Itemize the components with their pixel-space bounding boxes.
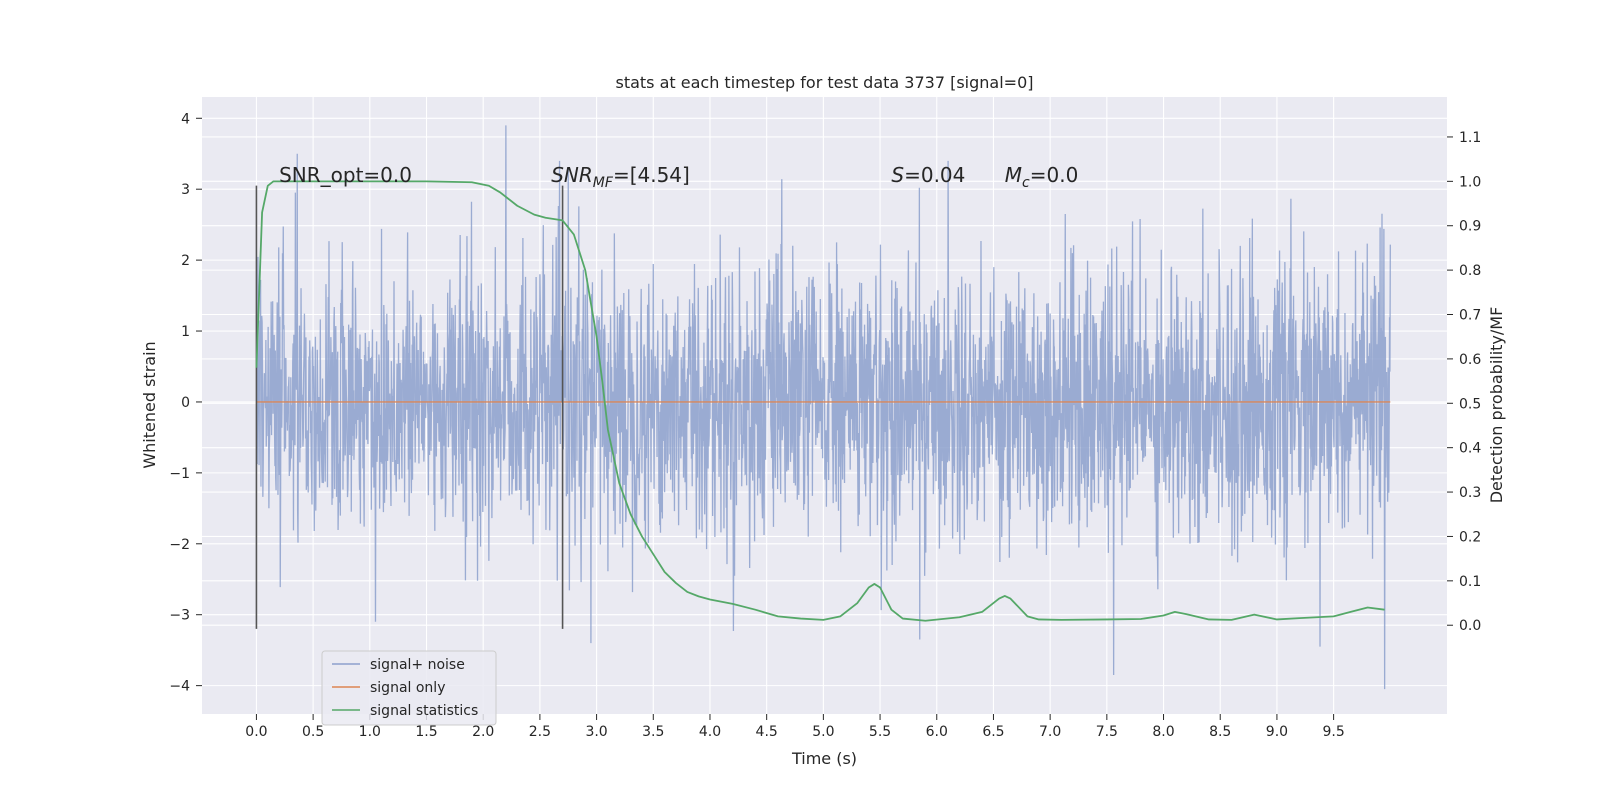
right-y-tick-label: 0.5 bbox=[1459, 396, 1481, 412]
annotation-mc-stat: Mc=0.0 bbox=[1005, 163, 1079, 191]
x-tick-label: 6.0 bbox=[926, 724, 948, 740]
x-tick-label: 2.5 bbox=[529, 724, 551, 740]
x-tick-label: 4.5 bbox=[756, 724, 778, 740]
x-tick-label: 6.5 bbox=[982, 724, 1004, 740]
x-tick-label: 0.5 bbox=[302, 724, 324, 740]
signal-statistics-line bbox=[255, 180, 1385, 622]
annotation-s-stat: S=0.04 bbox=[891, 163, 965, 187]
right-y-tick-label: 1.0 bbox=[1459, 174, 1481, 190]
right-y-axis-label: Detection probability/MF bbox=[1487, 307, 1506, 504]
right-y-tick-label: 0.3 bbox=[1459, 485, 1481, 501]
right-y-tick-label: 0.7 bbox=[1459, 308, 1481, 324]
left-y-tick-label: 3 bbox=[181, 182, 190, 198]
legend: signal+ noise signal only signal statist… bbox=[321, 650, 497, 726]
legend-label-signal-statistics: signal statistics bbox=[370, 703, 478, 719]
legend-label-signal-noise: signal+ noise bbox=[370, 657, 465, 673]
left-y-tick-label: 4 bbox=[181, 111, 190, 127]
left-y-tick-label: 0 bbox=[181, 395, 190, 411]
annotation-snr-opt: SNR_opt=0.0 bbox=[279, 163, 412, 187]
x-tick-label: 0.0 bbox=[245, 724, 267, 740]
x-tick-label: 2.0 bbox=[472, 724, 494, 740]
annotations: SNR_opt=0.0 SNRMF=[4.54] S=0.04 Mc=0.0 bbox=[279, 163, 1078, 191]
signal-noise-series bbox=[255, 125, 1391, 690]
right-y-tick-label: 0.9 bbox=[1459, 219, 1481, 235]
legend-box bbox=[321, 650, 497, 726]
x-tick-label: 8.0 bbox=[1152, 724, 1174, 740]
left-y-axis-ticks: 4 3 2 1 0 −1 −2 −3 −4 bbox=[169, 111, 202, 695]
x-axis-ticks: 0.0 0.5 1.0 1.5 2.0 2.5 3.0 3.5 4.0 4.5 5.0 5.5 6.0 6… bbox=[245, 714, 1345, 740]
right-y-axis-ticks: 1.1 1.0 0.9 0.8 0.7 0.6 0.5 0.4 0.3 0.2 0.1 0.0 bbox=[1447, 130, 1481, 634]
right-y-tick-label: 0.6 bbox=[1459, 352, 1481, 368]
signal-noise-line bbox=[255, 125, 1391, 690]
vertical-markers bbox=[255, 185, 564, 629]
left-y-tick-label: 2 bbox=[181, 253, 190, 269]
x-tick-label: 1.0 bbox=[359, 724, 381, 740]
left-y-tick-label: −2 bbox=[169, 537, 190, 553]
right-y-tick-label: 0.2 bbox=[1459, 529, 1481, 545]
annotation-snr-mf: SNRMF=[4.54] bbox=[551, 163, 690, 191]
left-y-tick-label: 1 bbox=[181, 324, 190, 340]
signal-statistics-series bbox=[255, 180, 1385, 622]
legend-label-signal-only: signal only bbox=[370, 680, 445, 696]
left-y-tick-label: −1 bbox=[169, 466, 190, 482]
x-tick-label: 5.5 bbox=[869, 724, 891, 740]
right-y-tick-label: 1.1 bbox=[1459, 130, 1481, 146]
right-y-tick-label: 0.0 bbox=[1459, 618, 1481, 634]
x-tick-label: 3.5 bbox=[642, 724, 664, 740]
left-y-tick-label: −3 bbox=[169, 608, 190, 624]
x-tick-label: 5.0 bbox=[812, 724, 834, 740]
left-y-tick-label: −4 bbox=[169, 679, 190, 695]
right-y-tick-label: 0.8 bbox=[1459, 263, 1481, 279]
x-tick-label: 7.0 bbox=[1039, 724, 1061, 740]
x-axis-label: Time (s) bbox=[791, 749, 857, 768]
x-tick-label: 4.0 bbox=[699, 724, 721, 740]
right-y-tick-label: 0.4 bbox=[1459, 441, 1481, 457]
left-y-axis-label: Whitened strain bbox=[140, 341, 159, 468]
x-tick-label: 7.5 bbox=[1096, 724, 1118, 740]
x-tick-label: 8.5 bbox=[1209, 724, 1231, 740]
x-tick-label: 9.0 bbox=[1266, 724, 1288, 740]
x-tick-label: 1.5 bbox=[415, 724, 437, 740]
chart-title: stats at each timestep for test data 373… bbox=[615, 73, 1033, 92]
x-tick-label: 9.5 bbox=[1322, 724, 1344, 740]
right-y-tick-label: 0.1 bbox=[1459, 574, 1481, 590]
x-tick-label: 3.0 bbox=[585, 724, 607, 740]
